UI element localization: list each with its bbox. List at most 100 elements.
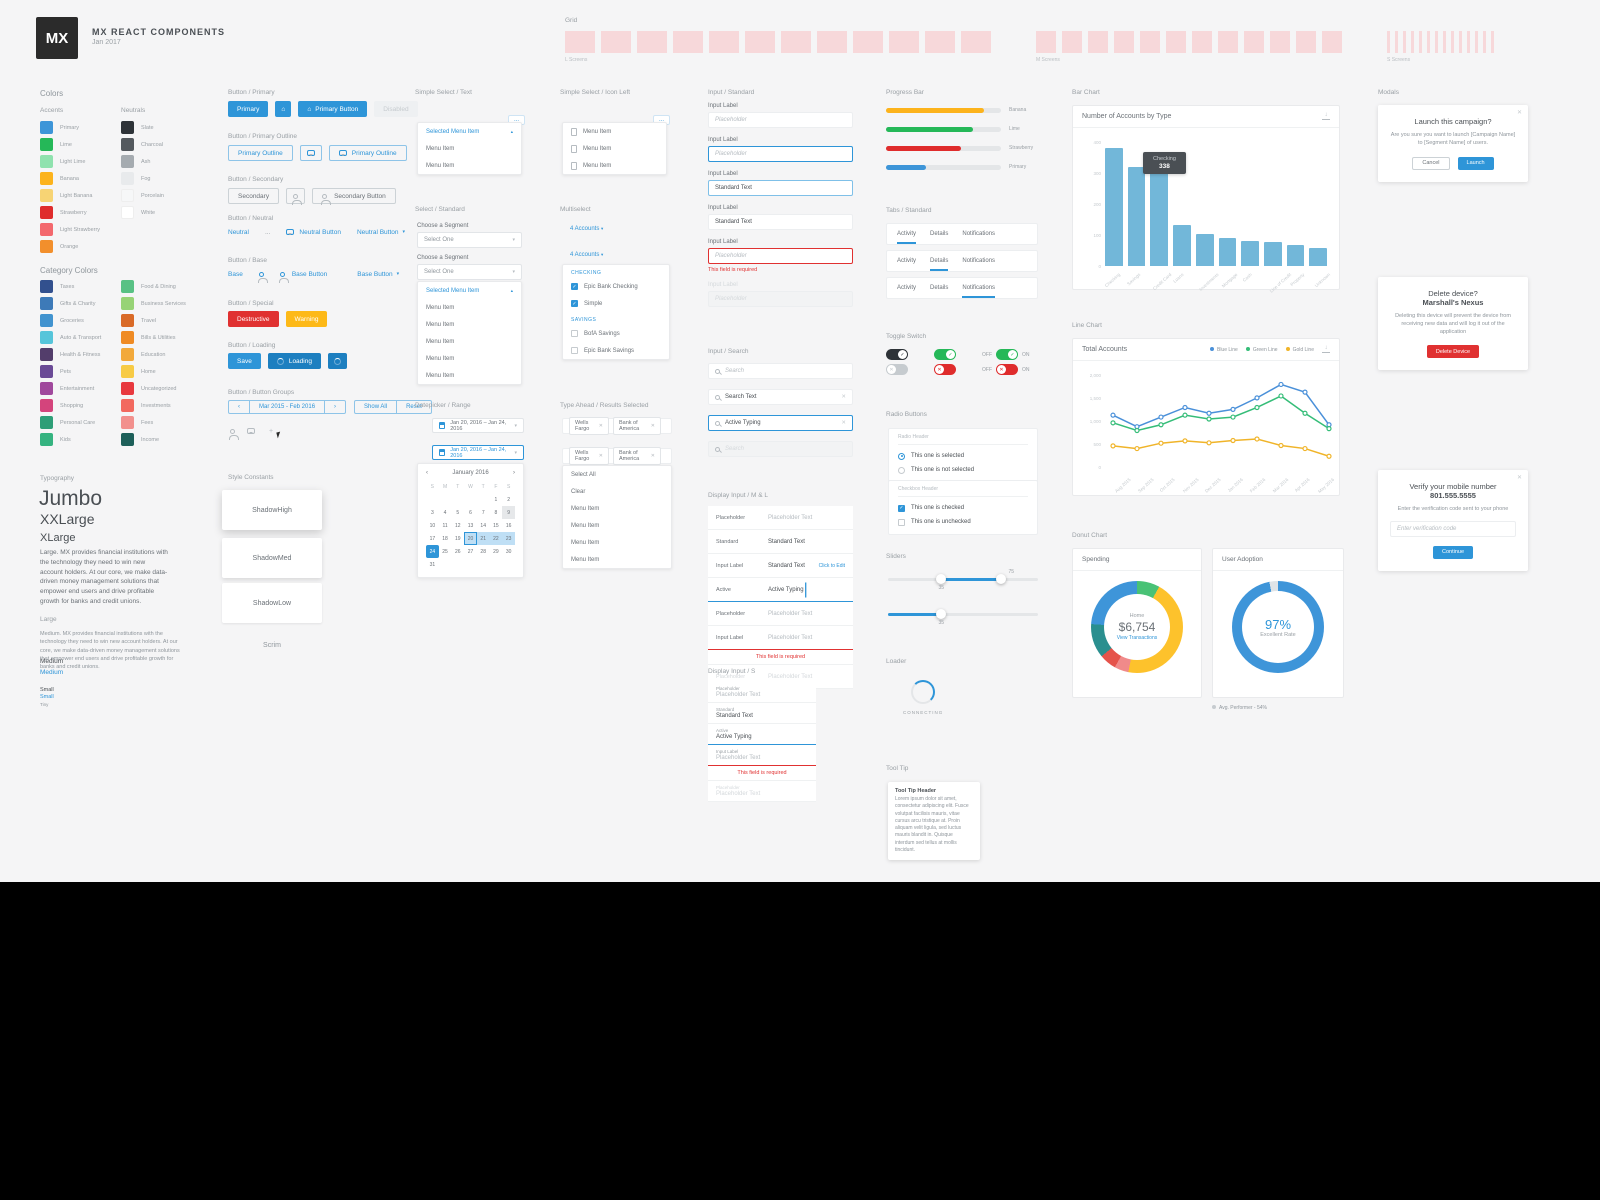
datepicker-trigger[interactable]: Jan 20, 2016 – Jan 24, 2016 ▾ [432,418,524,433]
loading-button[interactable]: Loading [267,353,321,369]
bar[interactable] [1286,245,1305,266]
show-all-button[interactable]: Show All [354,400,398,414]
base-dropdown-button[interactable]: Base Button ▾ [357,270,400,278]
remove-chip-icon[interactable]: ✕ [650,453,655,459]
menu-item[interactable]: Menu Item [571,556,600,563]
slider-handle[interactable] [935,609,946,619]
menu-item[interactable]: Selected Menu Item ▴ [426,287,513,294]
calendar-day[interactable]: 12 [455,522,461,529]
toggle-labeled-off[interactable]: ✕ [996,364,1018,375]
data-point[interactable] [1254,395,1260,401]
data-point[interactable] [1134,427,1140,434]
calendar-day[interactable]: 30 [505,548,512,555]
destructive-button[interactable]: Destructive [228,311,279,327]
menu-item[interactable]: Menu Item [426,355,455,362]
datepicker-trigger-active[interactable]: Jan 20, 2016 – Jan 24, 2016 ▾ [432,445,524,460]
menu-item[interactable]: Menu Item [571,505,600,512]
data-point[interactable] [1326,425,1332,432]
multiselect-item[interactable]: ✓ Simple [571,300,603,307]
calendar-day[interactable]: 6 [469,509,472,516]
range-slider[interactable]: 75 35 [888,569,1038,591]
clear-icon[interactable]: ✕ [841,420,846,426]
checkbox-option-checked[interactable]: ✓ This one is checked [898,504,965,512]
calendar-day[interactable]: 23 [502,532,515,545]
calendar-day[interactable]: 25 [442,548,448,555]
toggle-labeled-on[interactable]: ✓ [996,349,1018,360]
calendar-day[interactable]: 13 [467,522,474,529]
data-point[interactable] [1206,410,1212,416]
data-point[interactable] [1302,389,1308,395]
data-point[interactable] [1158,440,1164,446]
text-input[interactable]: Placeholder [708,112,853,128]
launch-button[interactable]: Launch [1457,156,1494,170]
tab-details[interactable]: Details [930,231,949,237]
secondary-icon-button[interactable] [286,188,306,205]
data-point[interactable] [1278,381,1284,388]
data-point[interactable] [1230,414,1236,420]
data-point[interactable] [1230,437,1236,444]
menu-item[interactable]: Menu Item [563,157,666,174]
calendar-day[interactable]: 1 [494,496,498,503]
download-icon[interactable]: ↓ [1322,112,1330,120]
data-point[interactable] [1182,438,1188,444]
display-input-row-s[interactable]: Input Label Placeholder Text [708,745,816,766]
data-point[interactable] [1206,440,1212,446]
single-slider[interactable]: 35 [888,609,1038,626]
menu-item[interactable]: Menu Item [426,162,455,169]
search-input[interactable]: Search Text ✕ [708,389,853,405]
primary-button[interactable]: Primary [228,101,269,117]
selected-chip[interactable]: Wells Fargo ✕ [569,417,609,435]
display-input-row-s[interactable]: Placeholder Placeholder Text [708,682,816,703]
calendar-day[interactable]: 18 [442,535,448,542]
calendar-day[interactable]: 16 [505,522,512,529]
primary-outline-icon-button[interactable] [299,145,322,161]
primary-outline-button[interactable]: Primary Outline [228,145,293,161]
display-input-row[interactable]: Input Label Placeholder Text [708,626,853,650]
tab-activity[interactable]: Activity [897,258,917,264]
calendar-day[interactable]: 3 [430,509,434,516]
neutral-dropdown-button[interactable]: Neutral Button ▾ [356,228,406,236]
calendar-day[interactable]: 26 [455,548,461,555]
bar[interactable] [1218,238,1237,266]
clear-icon[interactable]: ✕ [841,394,846,400]
calendar-day[interactable]: 29 [493,548,499,555]
selected-chip[interactable]: Bank of America ✕ [612,447,661,465]
tab-details[interactable]: Details [930,285,949,291]
display-input-row-s[interactable]: Standard Standard Text [708,703,816,724]
save-button[interactable]: Save [228,353,261,369]
text-input[interactable]: Placeholder [708,248,853,264]
secondary-button[interactable]: Secondary [228,188,280,204]
bar[interactable] [1263,241,1282,266]
calendar-day[interactable]: 14 [480,522,486,529]
calendar-day[interactable]: 28 [480,548,486,555]
calendar-day[interactable]: 21 [476,532,490,545]
bar[interactable] [1105,148,1123,266]
calendar-day[interactable]: 7 [481,509,485,516]
text-input[interactable]: Standard Text [708,214,853,230]
tab-activity[interactable]: Activity [897,285,917,291]
multiselect-item[interactable]: ✓ Epic Bank Checking [571,283,638,290]
close-icon[interactable]: ✕ [1516,475,1522,482]
radio-option-selected[interactable]: This one is selected [898,449,1028,463]
display-input-row[interactable]: Placeholder Placeholder Text [708,506,853,530]
base-button-with-icon[interactable]: Base Button [278,266,327,283]
data-point[interactable] [1158,422,1164,428]
multiselect-trigger[interactable]: 4 Accounts ▾ [570,226,604,232]
selected-chip[interactable]: Wells Fargo ✕ [569,447,609,465]
menu-item[interactable]: Menu Item [571,522,600,529]
display-input-row[interactable]: Placeholder Placeholder Text [708,602,853,626]
calendar-day[interactable]: 10 [429,522,436,529]
prev-button[interactable]: ‹ [228,400,250,414]
selected-chip[interactable]: Bank of America ✕ [612,417,661,435]
overflow-menu-button[interactable]: ... [508,115,526,125]
data-point[interactable] [1278,442,1284,449]
next-button[interactable]: › [325,400,347,414]
type-small-link[interactable]: Small [40,694,54,700]
neutral-dots-button[interactable]: ... [264,228,271,236]
menu-item[interactable]: Menu Item [563,123,666,140]
bar[interactable] [1241,241,1259,266]
menu-item[interactable]: Menu Item [426,304,455,311]
calendar-day[interactable]: 27 [467,548,474,555]
tab-notifications[interactable]: Notifications [962,231,996,237]
calendar-day[interactable]: 4 [443,509,447,516]
